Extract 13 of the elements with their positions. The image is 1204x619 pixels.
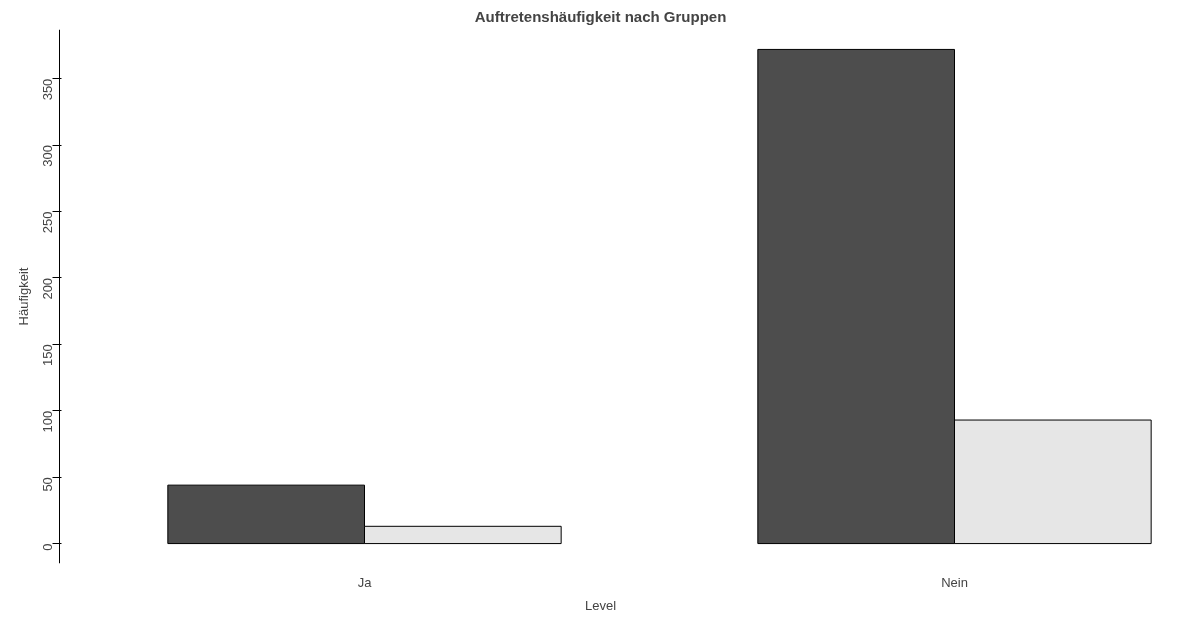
y-tick-label: 300	[40, 145, 56, 167]
y-tick-label: 350	[40, 78, 56, 101]
y-tick-label: 50	[40, 477, 56, 492]
x-tick-label: Nein	[941, 574, 968, 590]
y-axis-title: Häufigkeit	[15, 267, 31, 326]
y-tick-label: 250	[40, 211, 56, 234]
y-tick-label: 150	[40, 344, 56, 367]
y-tick-label: 100	[40, 410, 56, 433]
chart-title: Auftretenshäufigkeit nach Gruppen	[474, 7, 727, 25]
y-tick-label: 200	[40, 277, 56, 300]
y-tick-label: 0	[40, 543, 56, 551]
x-tick-label: Ja	[357, 574, 373, 590]
x-axis-title: Level	[584, 597, 617, 613]
